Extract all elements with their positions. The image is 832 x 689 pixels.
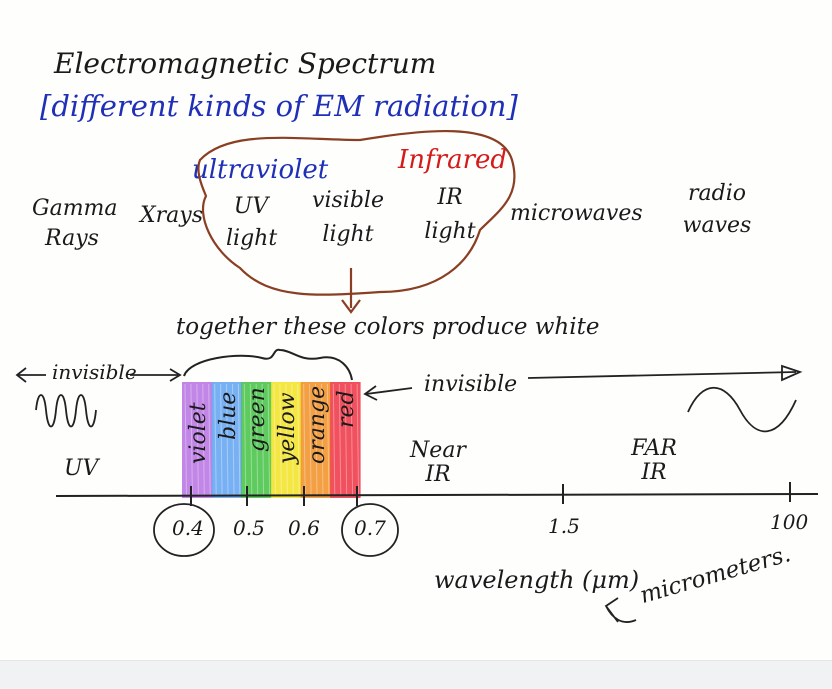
color-band-hatch: [309, 383, 312, 497]
color-band-hatch: [237, 383, 241, 497]
circle-0-7: [341, 503, 399, 557]
far-ir-line-1: FAR: [631, 436, 677, 461]
color-band-hatch: [273, 383, 276, 497]
uv-light-label: UV light: [226, 194, 278, 251]
color-name-yellow: yellow: [274, 392, 300, 464]
color-band-hatch: [267, 383, 271, 497]
color-band-hatch: [249, 383, 253, 497]
microwaves-label: microwaves: [510, 201, 643, 226]
color-band-hatch: [261, 383, 265, 497]
color-name-violet: violet: [185, 402, 211, 464]
tick-label-0-7: 0.7: [354, 516, 386, 540]
color-band-hatch: [303, 383, 306, 497]
color-band-hatch: [326, 383, 330, 497]
color-name-red: red: [334, 390, 360, 428]
color-band-yellow: [271, 382, 302, 498]
color-band-hatch: [184, 383, 187, 497]
uv-region-label: UV: [64, 456, 99, 481]
diagram-subtitle: [different kinds of EM radiation]: [40, 89, 518, 123]
tick-label-0-4: 0.4: [172, 516, 204, 540]
color-band-hatch: [291, 383, 294, 497]
near-ir-line-2: IR: [425, 462, 451, 487]
wavelength-axis: [55, 493, 819, 497]
color-band-hatch: [338, 383, 342, 497]
axis-ticks: [190, 482, 791, 506]
color-band-hatch: [220, 383, 223, 497]
bottom-strip: [0, 660, 832, 689]
visible-light-line-1: visible: [312, 188, 384, 213]
color-name-orange: orange: [304, 385, 330, 464]
xrays-label: Xrays: [140, 203, 204, 228]
ir-light-line-1: IR: [437, 185, 463, 210]
radio-waves-label: radio waves: [680, 183, 754, 237]
short-wave: [35, 394, 97, 428]
radio-line-1: radio: [688, 181, 746, 206]
color-band-hatch: [243, 383, 247, 497]
color-name-blue: blue: [215, 391, 241, 440]
ir-light-label: IR light: [420, 187, 480, 243]
circle-0-4: [153, 503, 215, 557]
grouping-blob: [197, 129, 516, 296]
color-band-hatch: [321, 383, 324, 497]
tick-label-100: 100: [770, 510, 809, 534]
color-band-hatch: [232, 383, 235, 497]
color-band-orange: [300, 382, 331, 498]
blob-arrow-head: [341, 299, 361, 314]
visible-brace: [183, 348, 353, 381]
diagram-title: Electromagnetic Spectrum: [54, 47, 437, 80]
color-band-hatch: [190, 383, 193, 497]
color-band-hatch: [208, 383, 211, 497]
color-band-red: [330, 382, 361, 498]
color-band-blue: [211, 382, 242, 498]
tick-label-0-6: 0.6: [288, 516, 320, 540]
visible-light-line-2: light: [322, 222, 374, 247]
paper-sheet: [0, 0, 832, 660]
color-band-hatch: [279, 383, 282, 497]
invisible-right-label: invisible: [424, 372, 518, 397]
color-band-hatch: [332, 383, 336, 497]
color-band-hatch: [255, 383, 259, 497]
invisible-right-arrow-right-head: [781, 364, 803, 382]
tick-label-1-5: 1.5: [548, 514, 580, 538]
far-ir-line-2: IR: [641, 460, 667, 485]
color-name-green: green: [245, 387, 271, 452]
invisible-left-arrow-tip: [169, 368, 182, 382]
axis-title: wavelength (μm): [434, 566, 640, 594]
radio-line-2: waves: [682, 213, 752, 238]
visible-color-bands: [182, 382, 361, 498]
color-band-hatch: [315, 383, 318, 497]
ultraviolet-label: ultraviolet: [192, 155, 329, 185]
color-band-hatch: [202, 383, 205, 497]
tick-label-0-5: 0.5: [233, 516, 265, 540]
near-ir-line-1: Near: [410, 438, 466, 463]
uv-light-line-1: UV: [233, 194, 269, 219]
color-band-hatch: [226, 383, 229, 497]
white-light-note: together these colors produce white: [176, 314, 600, 340]
invisible-right-arrow-right: [527, 371, 797, 379]
long-wave: [687, 386, 797, 433]
color-band-hatch: [344, 383, 348, 497]
invisible-right-arrow-left: [365, 387, 413, 395]
color-band-violet: [182, 382, 213, 498]
visible-light-label: visible light: [312, 190, 384, 246]
color-band-hatch: [350, 383, 354, 497]
uv-light-line-2: light: [226, 226, 278, 251]
invisible-left-label: invisible: [52, 360, 137, 384]
micrometers-arrow: [604, 597, 637, 623]
ir-light-line-2: light: [424, 219, 476, 244]
color-band-hatch: [356, 383, 360, 497]
gamma-line-2: Rays: [45, 226, 99, 251]
color-band-green: [241, 382, 272, 498]
color-band-hatch: [214, 383, 217, 497]
color-band-hatch: [285, 383, 288, 497]
color-band-hatch: [196, 383, 199, 497]
gamma-rays-label: Gamma Rays: [32, 196, 118, 251]
far-ir-label: FAR IR: [624, 438, 684, 484]
gamma-line-1: Gamma: [32, 196, 118, 221]
color-band-hatch: [297, 383, 300, 497]
near-ir-label: Near IR: [408, 440, 468, 486]
infrared-label: Infrared: [398, 145, 508, 175]
invisible-right-arrow-left-head: [363, 385, 378, 401]
